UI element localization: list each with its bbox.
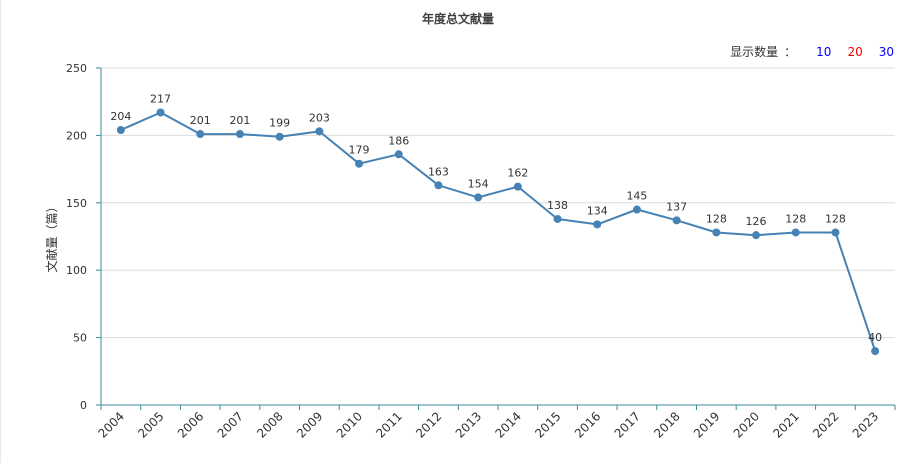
- data-label: 201: [229, 114, 250, 127]
- y-tick-label: 0: [80, 399, 87, 412]
- x-tick-label: 2021: [770, 409, 801, 440]
- x-tick-label: 2005: [135, 409, 166, 440]
- data-point: [712, 228, 721, 237]
- data-label: 217: [150, 92, 171, 105]
- x-tick-label: 2018: [651, 409, 682, 440]
- y-tick-label: 50: [73, 332, 87, 345]
- data-label: 126: [746, 215, 767, 228]
- data-label: 134: [587, 204, 608, 217]
- data-point: [434, 181, 443, 190]
- x-tick-label: 2017: [612, 409, 643, 440]
- data-label: 145: [626, 190, 647, 203]
- y-axis-title: 文献量（篇）: [44, 200, 59, 272]
- x-tick-label: 2014: [492, 409, 523, 440]
- data-point: [355, 159, 364, 168]
- data-label: 204: [110, 110, 131, 123]
- chart-title: 年度总文献量: [421, 12, 494, 26]
- y-tick-label: 100: [66, 264, 87, 277]
- data-point: [196, 130, 205, 139]
- data-label: 163: [428, 165, 449, 178]
- data-label: 179: [349, 144, 370, 157]
- data-label: 199: [269, 117, 290, 130]
- data-label: 128: [825, 212, 846, 225]
- display-count-option-10[interactable]: 10: [816, 45, 832, 59]
- x-tick-label: 2007: [215, 409, 246, 440]
- x-tick-label: 2020: [731, 409, 762, 440]
- data-label: 128: [785, 212, 806, 225]
- x-tick-label: 2012: [413, 409, 444, 440]
- data-label: 137: [666, 200, 687, 213]
- data-point: [632, 205, 641, 214]
- y-tick-label: 250: [66, 62, 87, 75]
- data-point: [593, 220, 602, 229]
- data-point: [791, 228, 800, 237]
- data-point: [156, 108, 165, 117]
- data-point: [235, 130, 244, 139]
- data-label: 186: [388, 134, 409, 147]
- x-tick-label: 2022: [810, 409, 841, 440]
- x-tick-label: 2006: [175, 409, 206, 440]
- data-point: [315, 127, 324, 136]
- data-point: [474, 193, 483, 202]
- x-tick-label: 2015: [532, 409, 563, 440]
- display-count-label: 显示数量: [730, 45, 779, 59]
- data-point: [871, 347, 880, 356]
- x-tick-label: 2023: [850, 409, 881, 440]
- x-tick-label: 2009: [294, 409, 325, 440]
- series-line: [120, 111, 877, 352]
- data-point: [116, 126, 125, 135]
- display-count-control: 显示数量 ： 10 20 30: [730, 43, 894, 60]
- x-tick-label: 2019: [691, 409, 722, 440]
- display-count-option-30[interactable]: 30: [878, 45, 894, 59]
- data-point: [275, 132, 284, 141]
- x-tick-label: 2013: [453, 409, 484, 440]
- data-point: [513, 182, 522, 191]
- y-tick-label: 150: [66, 197, 87, 210]
- data-label: 162: [507, 167, 528, 180]
- data-point: [672, 216, 681, 225]
- x-tick-label: 2010: [334, 409, 365, 440]
- data-label: 201: [190, 114, 211, 127]
- display-count-separator: ：: [784, 45, 797, 59]
- data-label: 138: [547, 199, 568, 212]
- x-tick-label: 2011: [373, 409, 404, 440]
- data-label: 203: [309, 111, 330, 124]
- display-count-option-20[interactable]: 20: [847, 45, 863, 59]
- data-point: [553, 214, 562, 223]
- x-tick-label: 2004: [95, 409, 126, 440]
- data-point: [831, 228, 840, 237]
- data-label: 154: [468, 177, 489, 190]
- x-tick-label: 2016: [572, 409, 603, 440]
- data-label: 128: [706, 212, 727, 225]
- y-tick-label: 200: [66, 129, 87, 142]
- x-tick-label: 2008: [254, 409, 285, 440]
- data-point: [394, 150, 403, 159]
- data-label: 40: [868, 331, 882, 344]
- data-point: [752, 231, 761, 240]
- frame-border: [0, 0, 1, 463]
